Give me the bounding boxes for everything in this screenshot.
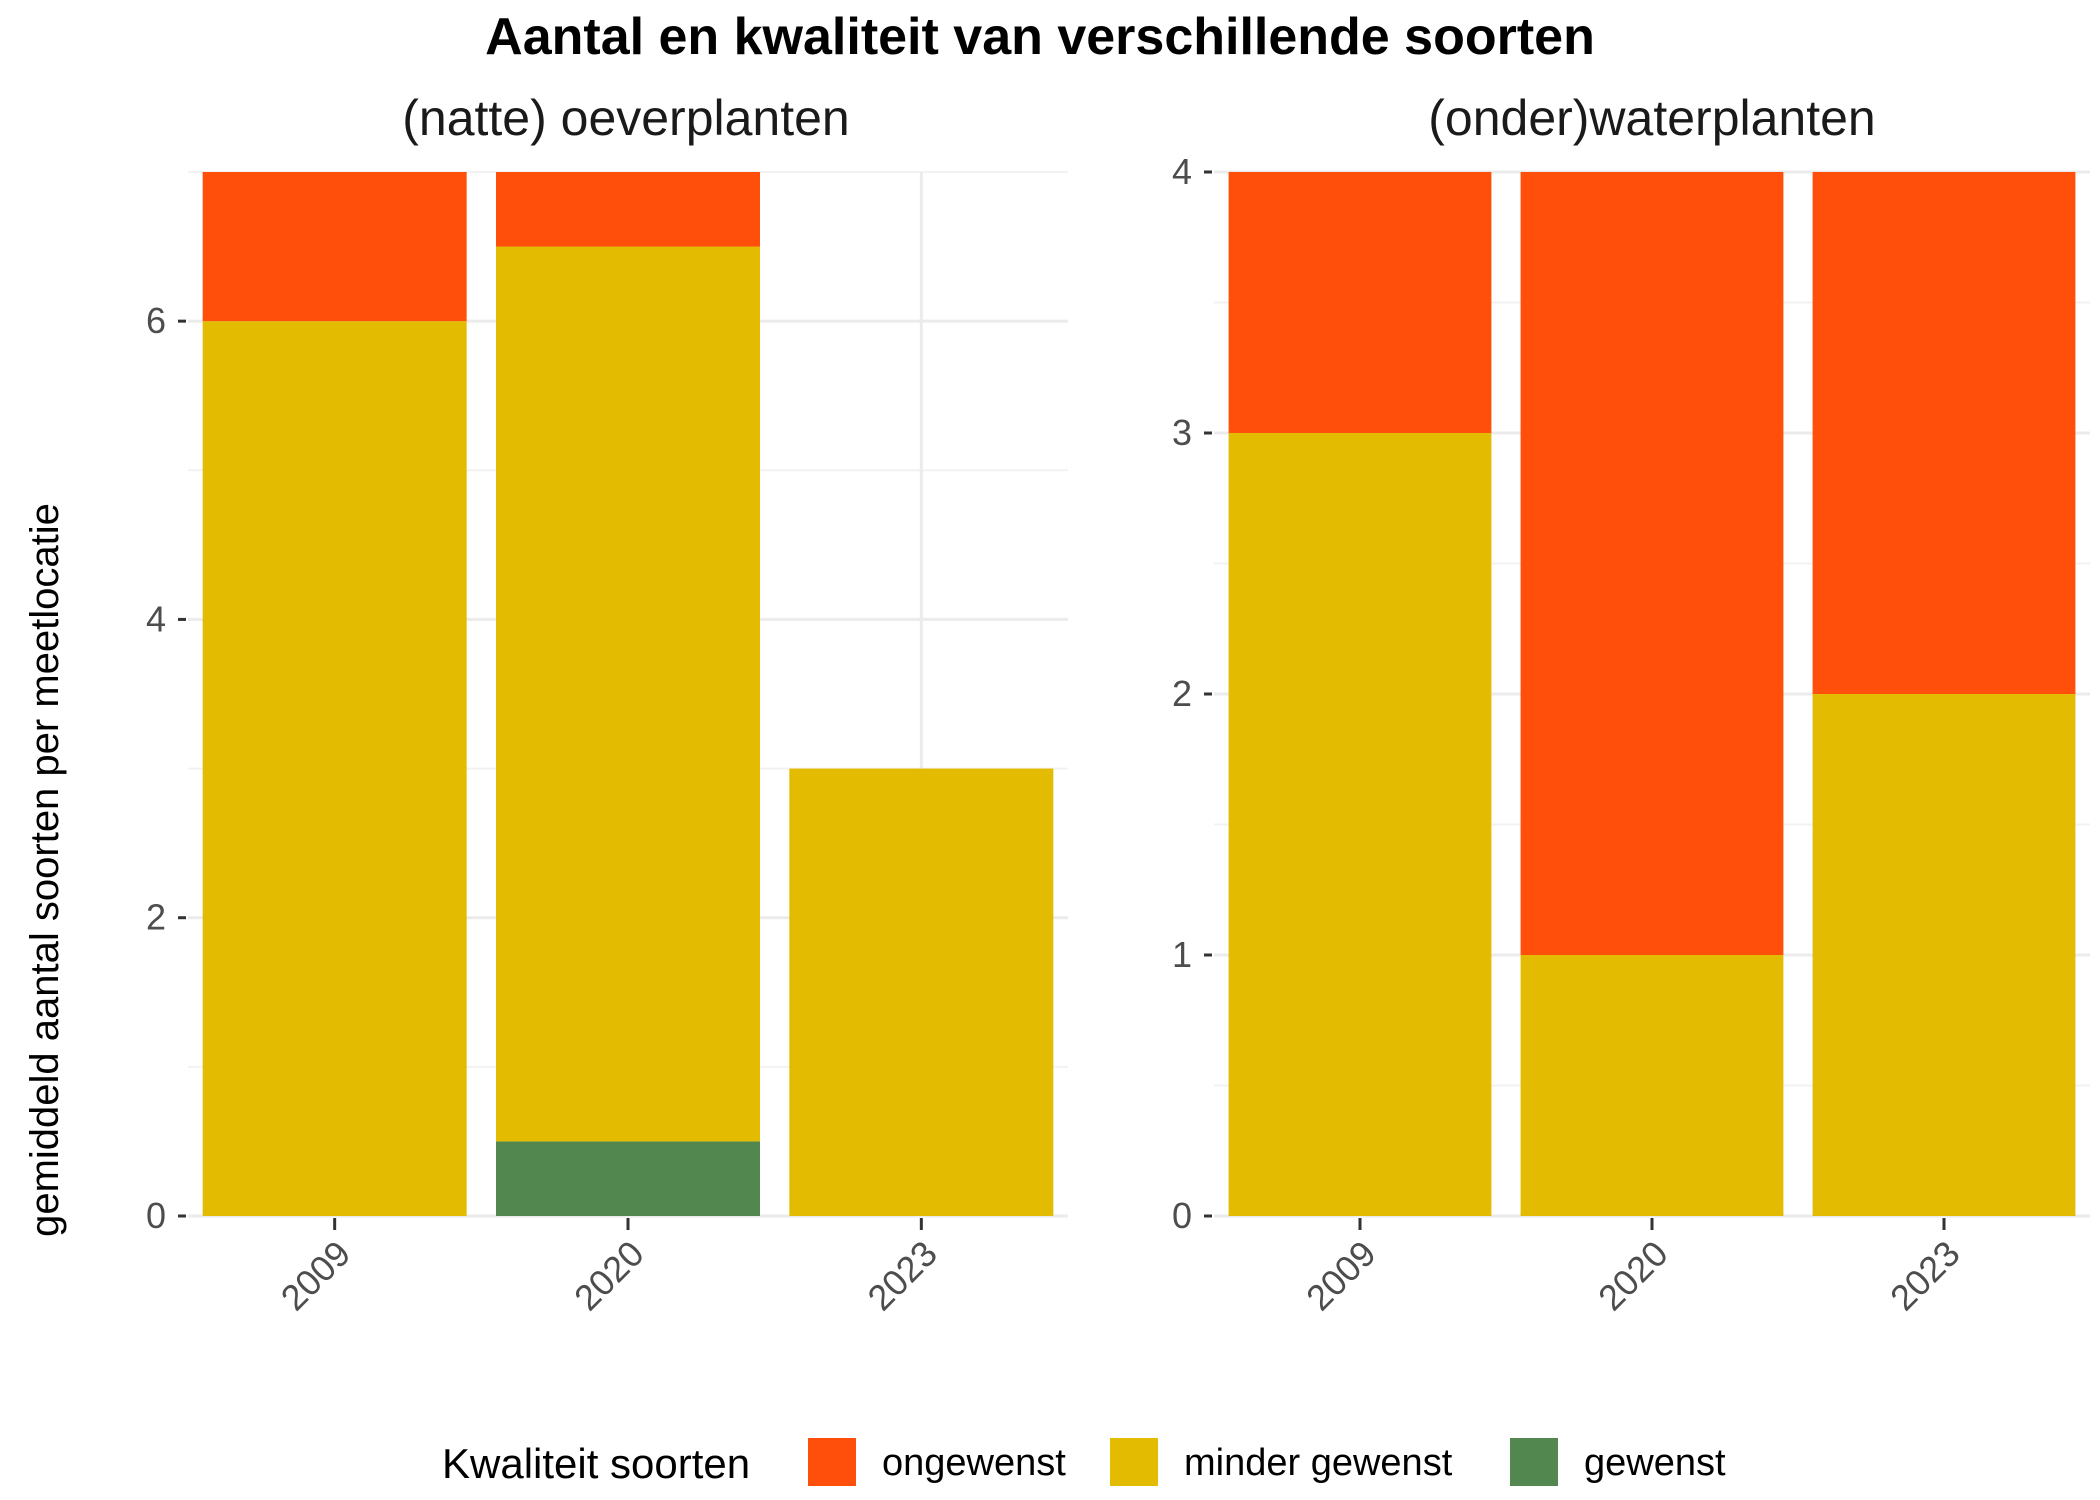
y-tick-label: 4 bbox=[1172, 151, 1192, 192]
bar-ongewenst-2020 bbox=[1520, 172, 1784, 955]
bar-minder-gewenst-2020 bbox=[496, 246, 760, 1142]
bar-ongewenst-2020 bbox=[496, 172, 760, 247]
y-tick-label: 4 bbox=[146, 598, 166, 639]
bar-minder-gewenst-2009 bbox=[202, 321, 467, 1217]
legend-swatch-ongewenst bbox=[808, 1438, 856, 1486]
legend-title: Kwaliteit soorten bbox=[442, 1440, 750, 1487]
x-tick-label: 2023 bbox=[859, 1233, 945, 1319]
panel-onder-waterplanten: (onder)waterplanten 0 1 2 3 4 2009 2020 2023 bbox=[1172, 90, 2090, 1318]
legend-swatch-minder-gewenst bbox=[1110, 1438, 1158, 1486]
bars bbox=[1228, 172, 2076, 1216]
legend-label-gewenst: gewenst bbox=[1584, 1442, 1726, 1484]
y-tick-label: 0 bbox=[146, 1195, 166, 1236]
panel-natte-oeverplanten: (natte) oeverplanten 0 2 4 6 2009 2020 2023 bbox=[146, 90, 1068, 1318]
bar-ongewenst-2009 bbox=[202, 172, 467, 322]
bar-gewenst-2020 bbox=[496, 1141, 760, 1216]
bar-minder-gewenst-2023 bbox=[1812, 694, 2076, 1216]
bar-ongewenst-2009 bbox=[1228, 172, 1492, 433]
y-tick-label: 0 bbox=[1172, 1195, 1192, 1236]
y-tick-label: 6 bbox=[146, 300, 166, 341]
y-tick-label: 3 bbox=[1172, 412, 1192, 453]
y-axis: 0 2 4 6 bbox=[146, 300, 186, 1236]
y-axis: 0 1 2 3 4 bbox=[1172, 151, 1212, 1236]
panel-title: (natte) oeverplanten bbox=[402, 90, 850, 146]
x-axis: 2009 2020 2023 bbox=[273, 1218, 945, 1318]
bar-minder-gewenst-2009 bbox=[1228, 433, 1492, 1216]
legend-label-minder-gewenst: minder gewenst bbox=[1184, 1442, 1453, 1484]
legend-swatch-gewenst bbox=[1510, 1438, 1558, 1486]
y-tick-label: 2 bbox=[1172, 673, 1192, 714]
bar-minder-gewenst-2020 bbox=[1520, 955, 1784, 1216]
legend-label-ongewenst: ongewenst bbox=[882, 1442, 1066, 1484]
y-tick-label: 1 bbox=[1172, 934, 1192, 975]
panel-title: (onder)waterplanten bbox=[1428, 90, 1876, 146]
y-axis-title: gemiddeld aantal soorten per meetlocatie bbox=[23, 503, 67, 1237]
legend: Kwaliteit soorten ongewenst minder gewens… bbox=[442, 1438, 1726, 1487]
bar-ongewenst-2023 bbox=[1812, 172, 2076, 694]
y-tick-label: 2 bbox=[146, 897, 166, 938]
x-tick-label: 2023 bbox=[1882, 1233, 1968, 1319]
x-tick-label: 2009 bbox=[1298, 1233, 1384, 1319]
x-tick-label: 2020 bbox=[566, 1233, 652, 1319]
chart-title: Aantal en kwaliteit van verschillende so… bbox=[485, 8, 1595, 66]
bars bbox=[202, 172, 1054, 1217]
bar-minder-gewenst-2023 bbox=[789, 768, 1054, 1216]
x-tick-label: 2020 bbox=[1590, 1233, 1676, 1319]
x-tick-label: 2009 bbox=[273, 1233, 359, 1319]
x-axis: 2009 2020 2023 bbox=[1298, 1218, 1968, 1318]
